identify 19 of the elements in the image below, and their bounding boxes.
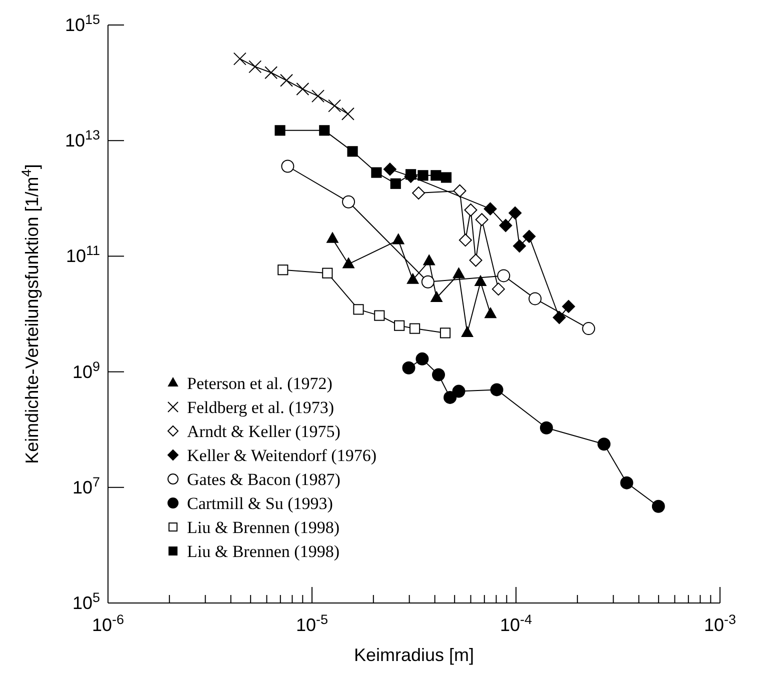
y-tick-label: 10$^{11}$: [66, 242, 100, 266]
x-tick-label: 10$^{-6}$: [92, 612, 124, 635]
y-tick-label: 10$^{15}$: [64, 12, 100, 35]
x-axis-title: Keimradius [m]: [354, 645, 474, 665]
legend-label: Arndt & Keller (1975): [187, 422, 340, 441]
legend-label: Liu & Brennen (1998): [187, 518, 340, 537]
x-tick-label: 10$^{-3}$: [704, 612, 736, 635]
x-tick-label: 10$^{-4}$: [500, 612, 533, 635]
x-tick-label: 10$^{-5}$: [296, 612, 328, 635]
y-tick-label: 10$^{13}$: [64, 127, 100, 151]
legend-label: Feldberg et al. (1973): [187, 398, 334, 417]
legend-label: Cartmill & Su (1993): [187, 494, 333, 513]
legend-label: Keller & Weitendorf (1976): [187, 446, 377, 465]
y-tick-label: 10$^{9}$: [72, 358, 100, 382]
legend-label: Peterson et al. (1972): [187, 374, 332, 393]
legend-label: Liu & Brennen (1998): [187, 542, 340, 561]
y-tick-label: 10$^{5}$: [72, 590, 100, 613]
legend-label: Gates & Bacon (1987): [187, 470, 340, 489]
y-tick-label: 10$^{7}$: [72, 474, 100, 498]
